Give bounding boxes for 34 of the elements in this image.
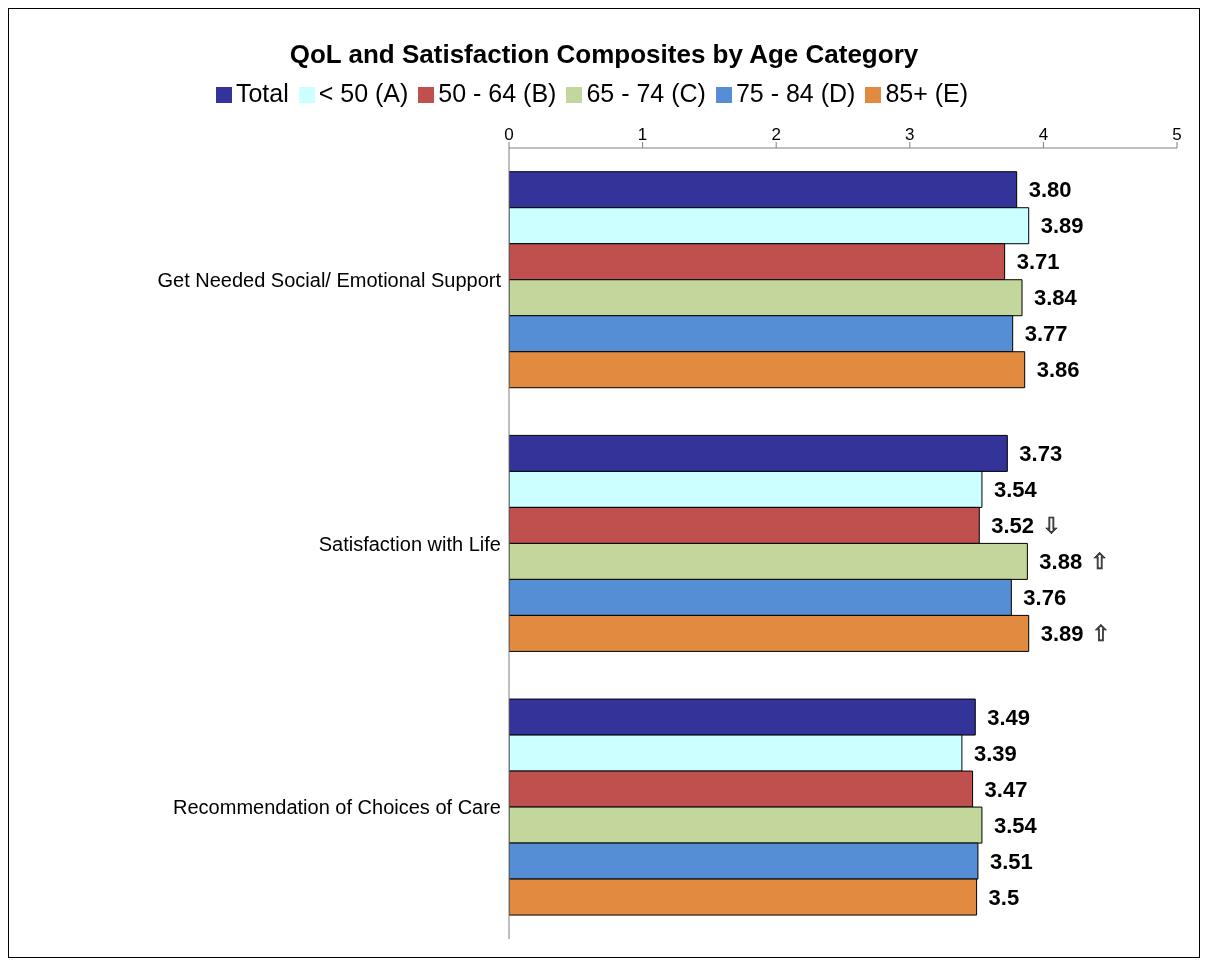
legend-label: 50 - 64 (B): [438, 79, 557, 107]
legend-label: Total: [235, 79, 289, 107]
data-label: 3.5: [988, 884, 1020, 910]
y-tick-label: Recommendation of Choices of Care: [173, 796, 501, 819]
data-label: 3.89: [1040, 213, 1084, 239]
data-label: 3.88 ⇧: [1039, 548, 1109, 574]
x-tick-label: 5: [1172, 125, 1182, 144]
data-label: 3.49: [987, 704, 1031, 730]
legend-label: 65 - 74 (C): [586, 79, 706, 107]
x-tick-label: 0: [504, 125, 514, 144]
legend-label: 75 - 84 (D): [735, 79, 856, 107]
data-label: 3.47: [984, 776, 1028, 802]
data-label: 3.89 ⇧: [1040, 620, 1110, 646]
data-label: 3.86: [1036, 357, 1080, 383]
data-label: 3.39: [973, 740, 1017, 766]
chart-title: QoL and Satisfaction Composites by Age Category: [288, 38, 920, 71]
data-label: 3.54: [993, 476, 1038, 502]
x-tick-label: 1: [637, 125, 648, 144]
data-label: 3.77: [1024, 321, 1068, 347]
x-tick-label: 4: [1038, 125, 1049, 144]
data-label: 3.51: [989, 848, 1033, 874]
legend-label: 85+ (E): [885, 79, 969, 107]
data-label: 3.84: [1034, 285, 1078, 311]
x-tick-label: 3: [905, 125, 915, 144]
data-label: 3.54: [993, 812, 1038, 838]
data-label: 3.76: [1023, 584, 1067, 610]
y-tick-label: Get Needed Social/ Emotional Support: [157, 268, 502, 291]
x-tick-label: 2: [771, 125, 781, 144]
data-label: 3.52 ⇩: [991, 512, 1061, 538]
data-label: 3.73: [1019, 440, 1063, 466]
data-label: 3.71: [1016, 249, 1060, 275]
data-label: 3.80: [1028, 177, 1072, 203]
legend-label: < 50 (A): [318, 79, 409, 107]
y-tick-label: Satisfaction with Life: [318, 532, 501, 555]
